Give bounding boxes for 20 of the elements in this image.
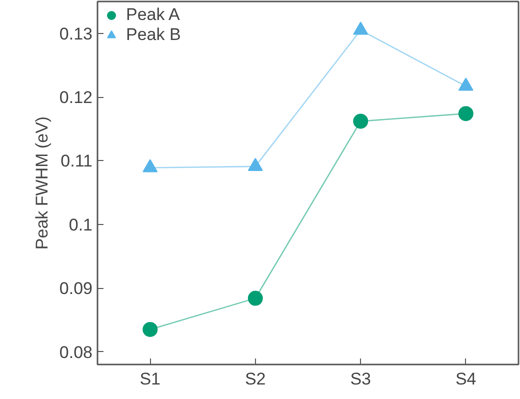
legend-label: Peak A bbox=[126, 5, 180, 25]
point bbox=[142, 159, 158, 172]
y-tick-label: 0.08 bbox=[59, 342, 93, 362]
point bbox=[248, 158, 263, 171]
y-tick-label: 0.1 bbox=[68, 215, 93, 234]
y-axis-title: Peak FWHM (eV) bbox=[32, 116, 52, 250]
y-tick-label: 0.09 bbox=[59, 279, 93, 298]
x-tick-label: S4 bbox=[455, 370, 476, 388]
point bbox=[458, 78, 474, 91]
point bbox=[353, 22, 368, 35]
x-tick-label: S3 bbox=[350, 370, 372, 388]
y-tick-label: 0.13 bbox=[59, 24, 93, 44]
y-tick-label: 0.11 bbox=[60, 152, 93, 171]
point bbox=[142, 322, 158, 337]
legend-label: Peak B bbox=[126, 25, 181, 45]
x-tick-label: S2 bbox=[244, 370, 266, 388]
point bbox=[353, 114, 368, 129]
point bbox=[248, 290, 263, 306]
x-tick-label: S1 bbox=[140, 370, 161, 388]
y-tick-label: 0.12 bbox=[59, 88, 93, 108]
